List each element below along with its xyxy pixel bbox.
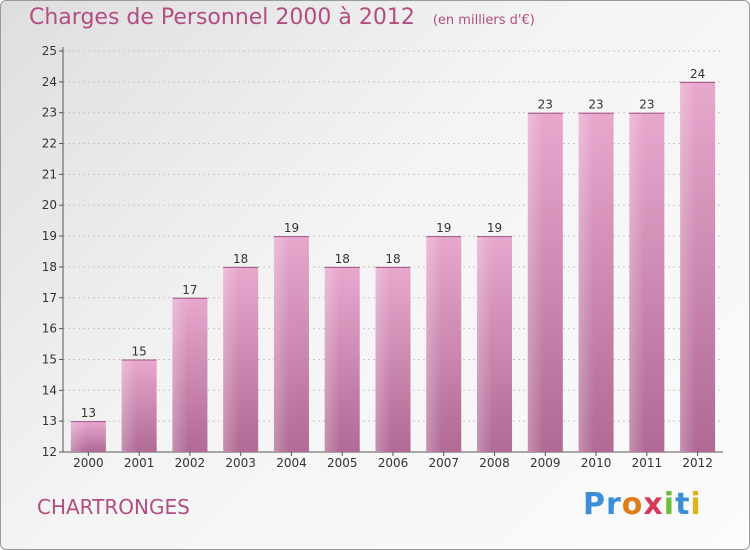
bar-value-label: 19 — [284, 221, 299, 235]
bar-value-label: 15 — [132, 344, 147, 358]
y-tick-label: 22 — [42, 137, 57, 151]
logo-letter: i — [663, 487, 676, 522]
chart-subtitle: (en milliers d'€) — [432, 13, 535, 28]
y-tick-label: 18 — [42, 260, 57, 274]
bar-highlight — [273, 236, 290, 452]
bar-highlight — [629, 112, 646, 452]
bar-highlight — [375, 266, 392, 452]
x-tick-label: 2004 — [276, 456, 307, 470]
x-tick-label: 2003 — [225, 456, 256, 470]
y-tick-label: 24 — [42, 75, 57, 89]
bar-highlight — [680, 81, 696, 452]
bar-highlight — [527, 112, 544, 452]
bar-highlight — [324, 266, 341, 452]
x-tick-label: 2000 — [73, 456, 104, 470]
bar-highlight — [477, 236, 493, 452]
x-tick-label: 2012 — [682, 456, 713, 470]
y-tick-label: 15 — [42, 352, 57, 366]
town-name: CHARTRONGES — [37, 495, 190, 519]
bar-highlight — [223, 266, 239, 452]
bar-value-label: 19 — [436, 221, 451, 235]
labels: 12 13 14 15 16 17 18 19 20 21 22 23 24 25 13 2000 15 2001… — [42, 44, 713, 470]
y-tick-label: 19 — [42, 229, 57, 243]
x-tick-label: 2001 — [124, 456, 155, 470]
x-tick-label: 2009 — [530, 456, 561, 470]
bar-value-label: 23 — [639, 98, 654, 112]
y-tick-label: 14 — [42, 383, 57, 397]
y-tick-label: 21 — [42, 167, 57, 181]
bar-value-label: 13 — [81, 406, 96, 420]
y-tick-label: 12 — [42, 445, 57, 459]
bar-value-label: 18 — [335, 252, 350, 266]
chart-title: Charges de Personnel 2000 à 2012 (en mill… — [29, 5, 535, 30]
logo-letter: t — [675, 487, 691, 522]
chart-title-text: Charges de Personnel 2000 à 2012 — [29, 5, 415, 30]
x-tick-label: 2007 — [428, 456, 459, 470]
bar-highlight — [172, 297, 189, 452]
bar-highlight — [578, 112, 595, 452]
y-tick-label: 17 — [42, 291, 57, 305]
logo-letter: o — [621, 487, 644, 522]
bar-value-label: 24 — [690, 67, 705, 81]
bar-value-label: 18 — [385, 252, 400, 266]
bar-highlight — [426, 236, 443, 452]
x-tick-label: 2010 — [581, 456, 612, 470]
logo-letter: x — [643, 487, 664, 522]
x-tick-label: 2005 — [327, 456, 358, 470]
bars — [70, 81, 716, 452]
bar-value-label: 17 — [182, 283, 197, 297]
x-tick-label: 2006 — [378, 456, 409, 470]
bar-value-label: 23 — [588, 98, 603, 112]
x-tick-label: 2002 — [175, 456, 206, 470]
logo-letter: P — [583, 487, 606, 522]
bar-value-label: 18 — [233, 252, 248, 266]
x-tick-label: 2011 — [632, 456, 663, 470]
logo-letter: r — [606, 487, 622, 522]
logo-letter: i — [690, 487, 702, 522]
y-tick-label: 23 — [42, 106, 57, 120]
y-tick-label: 13 — [42, 414, 57, 428]
y-tick-label: 16 — [42, 322, 57, 336]
bar-value-label: 23 — [538, 98, 553, 112]
y-tick-label: 25 — [42, 44, 57, 58]
bar-highlight — [70, 421, 87, 452]
y-tick-label: 20 — [42, 198, 57, 212]
x-tick-label: 2008 — [479, 456, 510, 470]
bar-highlight — [121, 359, 138, 452]
proxiti-logo: Proxiti — [583, 487, 702, 522]
bar-value-label: 19 — [487, 221, 502, 235]
